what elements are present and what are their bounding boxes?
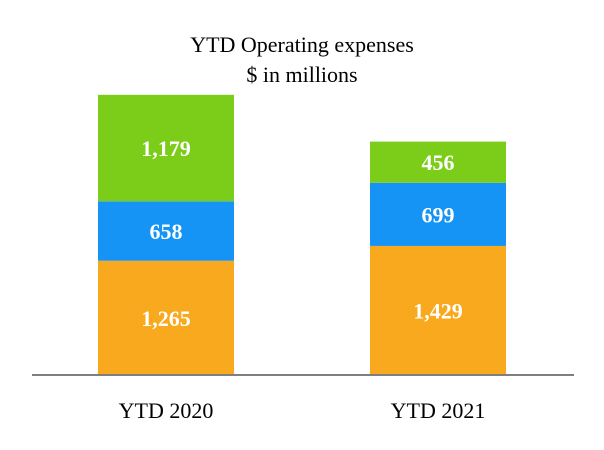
data-label-bottom-1: 1,265 <box>141 306 191 331</box>
bar-middle-2 <box>370 182 506 246</box>
data-label-top-2: 456 <box>422 150 455 175</box>
x-tick-label-2: YTD 2021 <box>391 398 486 423</box>
bar-bottom-2 <box>370 245 506 375</box>
data-label-top-1: 1,179 <box>141 136 191 161</box>
data-label-middle-2: 699 <box>422 202 455 227</box>
bars-group: 1,265 658 1,179 1,429 699 456 <box>98 94 506 375</box>
bar-top-1 <box>98 94 234 202</box>
x-tick-label-1: YTD 2020 <box>119 398 214 423</box>
chart-subtitle: $ in millions <box>246 62 357 87</box>
data-label-bottom-2: 1,429 <box>413 298 463 323</box>
data-label-middle-1: 658 <box>150 219 183 244</box>
bar-middle-1 <box>98 201 234 261</box>
chart-title: YTD Operating expenses <box>190 32 414 57</box>
bar-top-2 <box>370 141 506 183</box>
bar-bottom-1 <box>98 260 234 375</box>
x-tick-labels: YTD 2020 YTD 2021 <box>119 398 486 423</box>
